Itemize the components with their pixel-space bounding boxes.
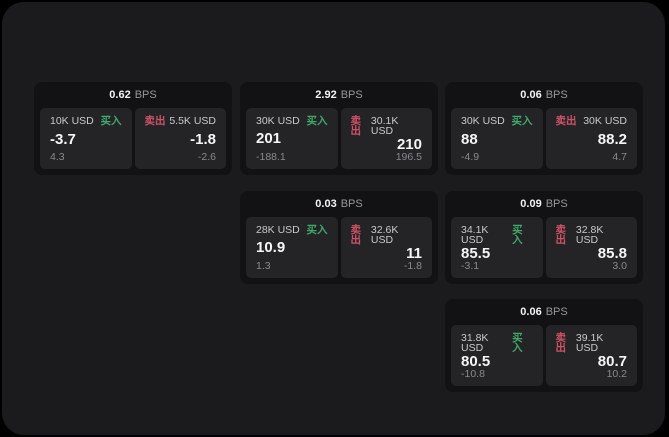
sell-amount: 39.1K USD xyxy=(575,331,604,354)
sell-price: 85.8 xyxy=(597,244,627,262)
sell-tile[interactable]: 卖出 30K USD 88.2 4.7 xyxy=(545,108,637,169)
buy-change: -10.8 xyxy=(461,367,485,380)
buy-side-label: 买入 xyxy=(100,115,122,127)
sell-price: 88.2 xyxy=(597,130,627,148)
quote-card: 0.09 BPS 34.1K USD 买入 85.5 -3.1 卖出 32.8K… xyxy=(445,191,643,284)
quote-card: 0.06 BPS 30K USD 买入 88 -4.9 卖出 30K USD 8… xyxy=(445,82,643,175)
buy-tile[interactable]: 34.1K USD 买入 85.5 -3.1 xyxy=(451,216,543,278)
quote-tiles: 10K USD 买入 -3.7 4.3 卖出 5.5K USD -1.8 -2.… xyxy=(34,108,232,175)
quote-card: 0.06 BPS 31.8K USD 买入 80.5 -10.8 卖出 39.1… xyxy=(445,299,643,392)
buy-change: -4.9 xyxy=(461,150,480,163)
bps-value: 2.92 xyxy=(315,88,337,101)
bps-header: 0.06 BPS xyxy=(445,299,643,325)
bps-value: 0.06 xyxy=(520,305,542,318)
buy-tile[interactable]: 30K USD 买入 201 -188.1 xyxy=(246,107,338,169)
quote-tiles: 28K USD 买入 10.9 1.3 卖出 32.6K USD 11 -1.8 xyxy=(240,216,438,285)
bps-header: 0.09 BPS xyxy=(445,191,643,217)
bps-header: 0.06 BPS xyxy=(445,82,643,108)
bps-value: 0.06 xyxy=(520,89,542,101)
sell-amount: 30K USD xyxy=(583,115,627,127)
sell-price: 11 xyxy=(406,244,422,262)
sell-amount: 32.8K USD xyxy=(575,223,604,246)
buy-tile[interactable]: 10K USD 买入 -3.7 4.3 xyxy=(40,108,132,169)
sell-price: -1.8 xyxy=(190,130,216,148)
buy-amount: 31.8K USD xyxy=(461,331,489,354)
bps-unit: BPS xyxy=(545,197,568,210)
bps-value: 0.09 xyxy=(520,197,542,210)
bps-value: 0.62 xyxy=(109,89,131,101)
sell-change: 4.7 xyxy=(612,150,627,163)
buy-change: -3.1 xyxy=(461,259,480,272)
buy-side-label: 买入 xyxy=(512,331,523,354)
bps-header: 0.03 BPS xyxy=(240,191,438,217)
buy-tile[interactable]: 31.8K USD 买入 80.5 -10.8 xyxy=(451,324,543,386)
buy-amount: 30K USD xyxy=(256,114,300,127)
quote-tiles: 34.1K USD 买入 85.5 -3.1 卖出 32.8K USD 85.8… xyxy=(445,216,643,285)
bps-header: 2.92 BPS xyxy=(240,82,438,108)
buy-price: 201 xyxy=(256,130,282,148)
buy-side-label: 买入 xyxy=(306,223,328,236)
buy-price: 10.9 xyxy=(256,239,286,257)
quote-card: 0.62 BPS 10K USD 买入 -3.7 4.3 卖出 5.5K USD… xyxy=(34,82,232,175)
sell-tile[interactable]: 卖出 30.1K USD 210 196.5 xyxy=(340,107,432,169)
buy-amount: 30K USD xyxy=(461,115,505,127)
sell-tile[interactable]: 卖出 39.1K USD 80.7 10.2 xyxy=(545,324,637,386)
buy-price: 88 xyxy=(461,130,478,148)
buy-amount: 28K USD xyxy=(256,223,300,236)
quote-tiles: 30K USD 买入 88 -4.9 卖出 30K USD 88.2 4.7 xyxy=(445,108,643,175)
buy-amount: 34.1K USD xyxy=(461,223,489,246)
bps-unit: BPS xyxy=(340,197,363,210)
sell-side-label: 卖出 xyxy=(555,223,567,246)
buy-change: 1.3 xyxy=(256,259,271,272)
sell-tile[interactable]: 卖出 5.5K USD -1.8 -2.6 xyxy=(134,108,226,169)
bps-header: 0.62 BPS xyxy=(34,82,232,108)
buy-price: -3.7 xyxy=(50,130,76,148)
sell-price: 210 xyxy=(396,135,422,153)
buy-side-label: 买入 xyxy=(511,115,533,127)
sell-amount: 32.6K USD xyxy=(370,223,399,246)
buy-tile[interactable]: 28K USD 买入 10.9 1.3 xyxy=(246,216,338,278)
sell-side-label: 卖出 xyxy=(555,115,577,127)
bps-unit: BPS xyxy=(545,305,568,318)
buy-change: -188.1 xyxy=(256,150,286,163)
sell-side-label: 卖出 xyxy=(144,115,166,127)
sell-tile[interactable]: 卖出 32.8K USD 85.8 3.0 xyxy=(545,216,637,278)
sell-change: -1.8 xyxy=(403,259,422,272)
bps-unit: BPS xyxy=(134,89,157,101)
buy-tile[interactable]: 30K USD 买入 88 -4.9 xyxy=(451,108,543,169)
sell-price: 80.7 xyxy=(597,352,627,370)
buy-side-label: 买入 xyxy=(512,223,523,246)
quote-tiles: 30K USD 买入 201 -188.1 卖出 30.1K USD 210 1… xyxy=(240,107,438,176)
quote-card: 2.92 BPS 30K USD 买入 201 -188.1 卖出 30.1K … xyxy=(240,82,438,175)
quote-tiles: 31.8K USD 买入 80.5 -10.8 卖出 39.1K USD 80.… xyxy=(445,324,643,393)
sell-amount: 5.5K USD xyxy=(169,115,216,127)
buy-price: 85.5 xyxy=(461,244,491,262)
bps-value: 0.03 xyxy=(315,197,337,210)
sell-amount: 30.1K USD xyxy=(370,114,399,137)
bps-unit: BPS xyxy=(545,89,568,101)
sell-change: -2.6 xyxy=(197,150,216,163)
sell-side-label: 卖出 xyxy=(350,223,362,246)
buy-amount: 10K USD xyxy=(50,115,94,127)
sell-change: 10.2 xyxy=(606,367,627,380)
sell-side-label: 卖出 xyxy=(350,114,362,137)
bps-unit: BPS xyxy=(340,88,363,101)
sell-tile[interactable]: 卖出 32.6K USD 11 -1.8 xyxy=(340,216,432,278)
buy-change: 4.3 xyxy=(50,150,65,163)
sell-side-label: 卖出 xyxy=(555,331,567,354)
buy-price: 80.5 xyxy=(461,352,491,370)
sell-change: 3.0 xyxy=(612,259,627,272)
sell-change: 196.5 xyxy=(395,150,422,163)
buy-side-label: 买入 xyxy=(306,114,328,127)
quote-card: 0.03 BPS 28K USD 买入 10.9 1.3 卖出 32.6K US… xyxy=(240,191,438,284)
